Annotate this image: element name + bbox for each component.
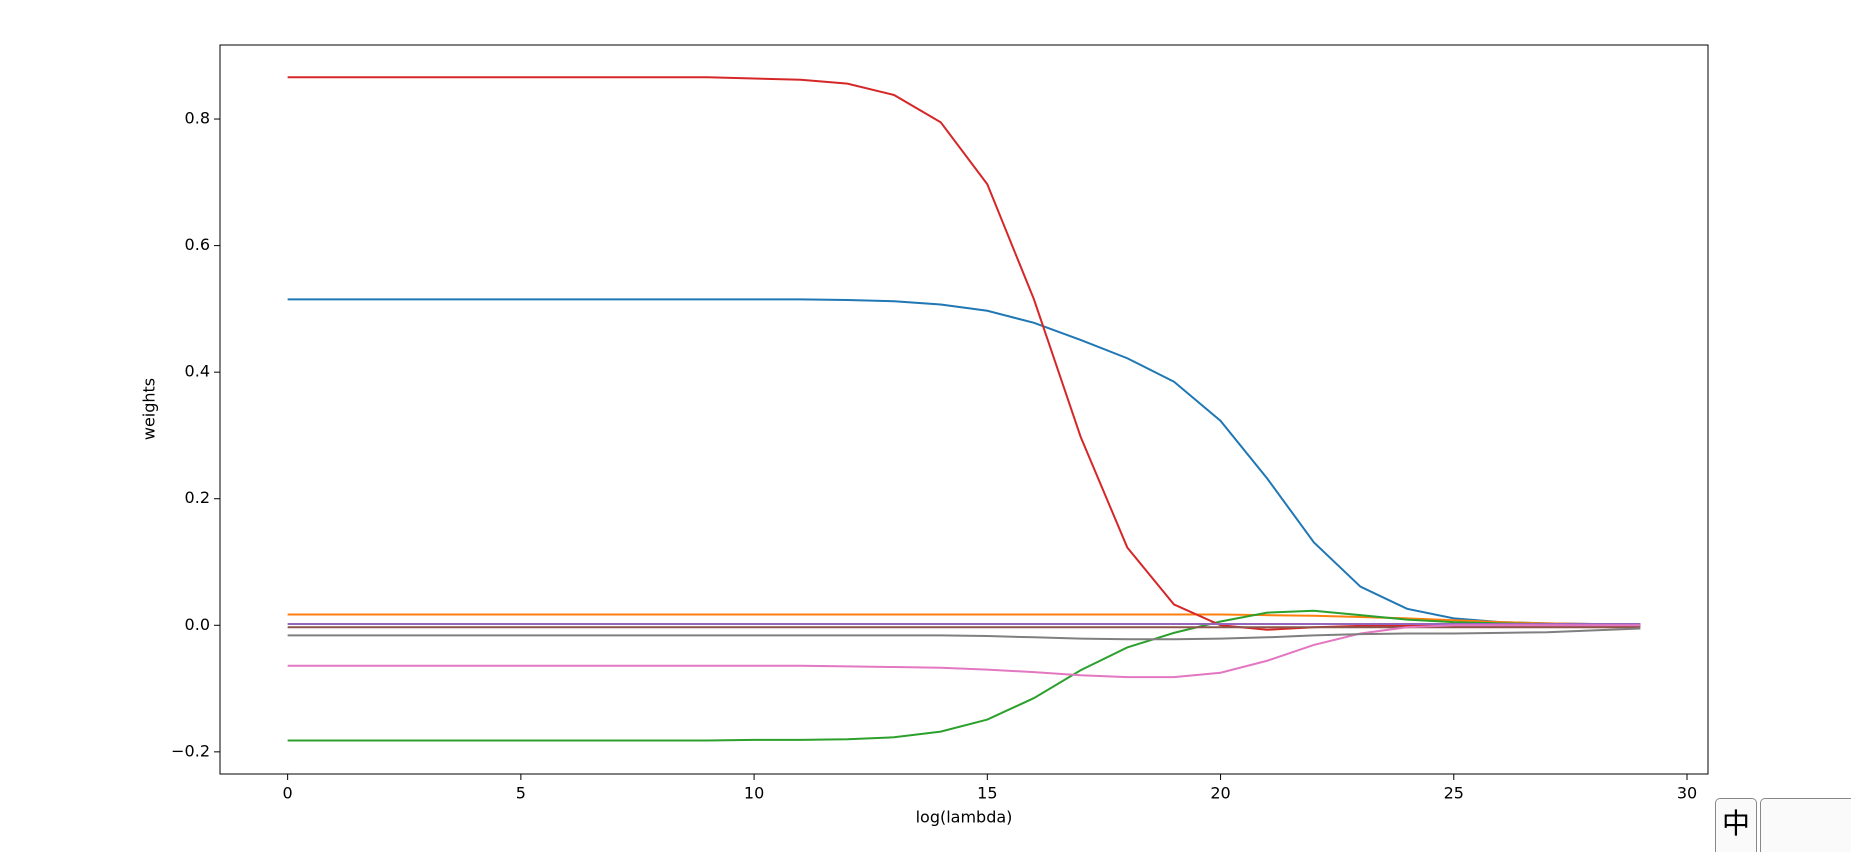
y-tick-label: 0.4 (185, 362, 210, 381)
desktop-pet[interactable] (1760, 798, 1851, 852)
x-axis-label: log(lambda) (916, 808, 1013, 827)
x-tick-label: 10 (744, 784, 764, 803)
series-line (287, 624, 1641, 679)
y-tick-label: 0.6 (185, 235, 210, 254)
x-tick-label: 5 (516, 784, 526, 803)
series-line (287, 298, 1641, 626)
y-tick-label: 0.2 (185, 488, 210, 507)
series-line (287, 613, 1641, 626)
x-tick-label: 15 (977, 784, 997, 803)
ime-indicator[interactable]: 中 (1715, 798, 1757, 852)
plot-frame (219, 44, 1709, 775)
x-tick-label: 25 (1444, 784, 1464, 803)
y-axis-label: weights (140, 378, 159, 440)
y-tick-label: 0.0 (185, 615, 210, 634)
x-tick-label: 30 (1677, 784, 1697, 803)
y-tick-label: 0.8 (185, 109, 210, 128)
x-tick-label: 0 (283, 784, 293, 803)
series-line (287, 76, 1641, 631)
series-line (287, 609, 1641, 742)
x-tick-label: 20 (1210, 784, 1230, 803)
series-line (287, 627, 1641, 641)
y-tick-label: −0.2 (171, 741, 210, 760)
